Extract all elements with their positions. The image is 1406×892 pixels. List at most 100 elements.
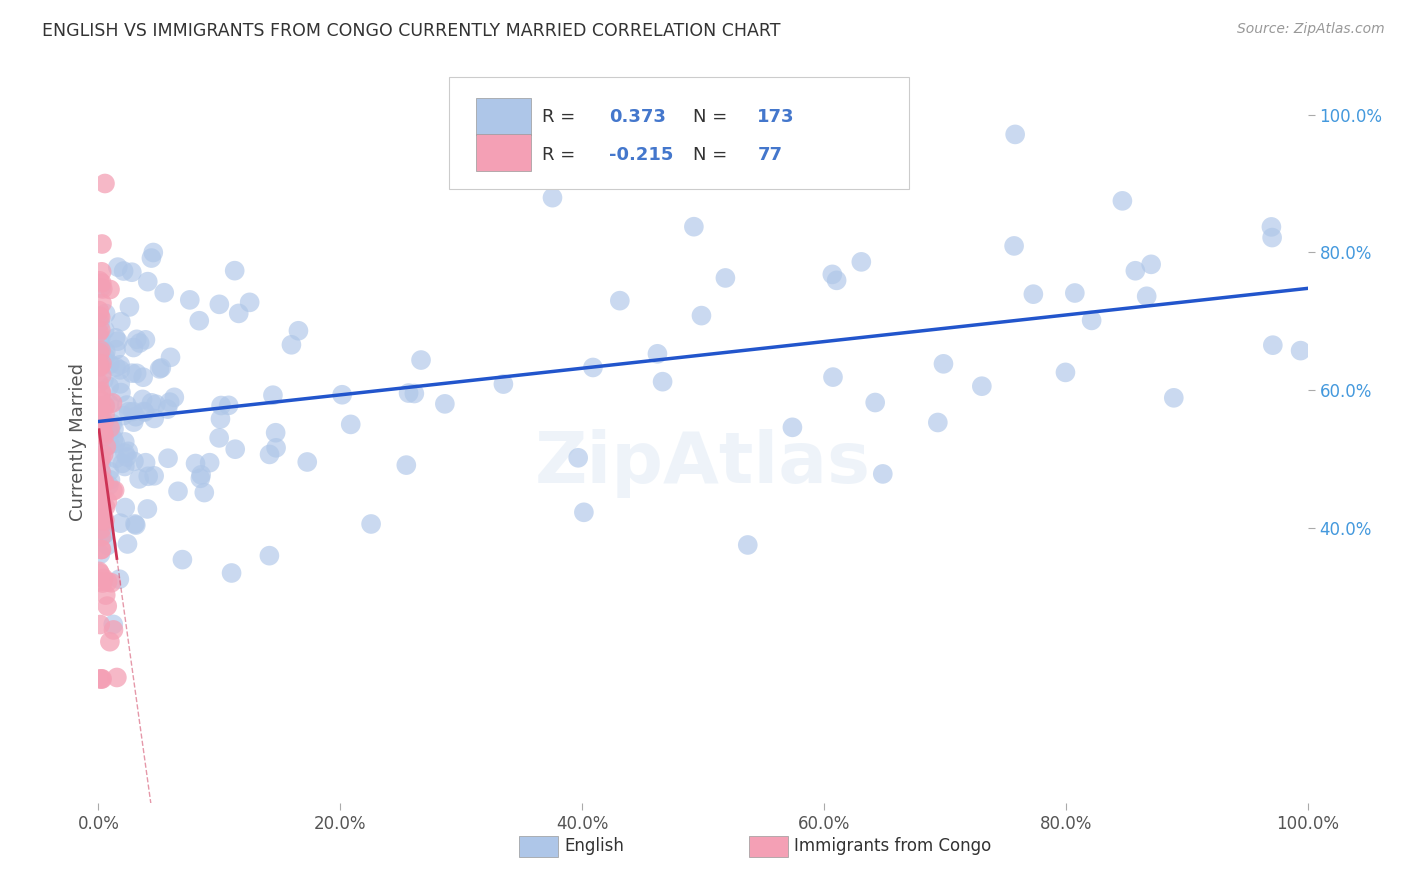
Point <box>609 293 631 308</box>
Point <box>125 332 148 346</box>
Point <box>93 571 115 585</box>
Point <box>91 425 114 440</box>
Point <box>90 384 112 399</box>
Point <box>87 491 110 506</box>
Point <box>339 417 361 432</box>
Point <box>93 514 115 528</box>
FancyBboxPatch shape <box>475 98 531 136</box>
Point <box>89 547 111 561</box>
Point <box>142 245 165 260</box>
Point <box>118 405 141 419</box>
Point <box>87 358 110 372</box>
Point <box>89 471 111 485</box>
Text: Source: ZipAtlas.com: Source: ZipAtlas.com <box>1237 22 1385 37</box>
Point <box>567 450 589 465</box>
Point <box>117 537 139 551</box>
Point <box>134 405 156 419</box>
Point <box>91 296 114 310</box>
Point <box>101 396 124 410</box>
Point <box>184 457 207 471</box>
Point <box>110 363 132 377</box>
Point <box>89 617 111 632</box>
Text: R =: R = <box>543 108 575 126</box>
Point <box>104 331 127 345</box>
Point <box>1261 230 1284 244</box>
Point <box>118 300 141 314</box>
Point <box>1140 257 1163 271</box>
Point <box>94 500 117 514</box>
Text: R =: R = <box>543 145 575 164</box>
Point <box>179 293 201 307</box>
Point <box>582 360 605 375</box>
Point <box>101 483 124 498</box>
FancyBboxPatch shape <box>749 836 787 857</box>
Point <box>1261 338 1284 352</box>
Point <box>122 454 145 468</box>
Point <box>209 399 232 413</box>
Point <box>87 359 110 374</box>
Point <box>114 446 136 460</box>
Point <box>89 421 111 435</box>
Point <box>91 576 114 591</box>
Point <box>224 442 246 457</box>
FancyBboxPatch shape <box>519 836 558 857</box>
Point <box>94 526 117 541</box>
Point <box>872 467 894 481</box>
Point <box>409 353 432 368</box>
Point <box>360 516 382 531</box>
Point <box>149 362 172 376</box>
Point <box>221 566 243 580</box>
Point <box>87 565 110 579</box>
Point <box>93 417 115 431</box>
Point <box>89 392 111 407</box>
Point <box>218 398 240 412</box>
Point <box>89 421 111 435</box>
Point <box>1125 264 1147 278</box>
Point <box>103 617 125 632</box>
Point <box>90 265 112 279</box>
Point <box>90 542 112 557</box>
Point <box>156 402 179 417</box>
Point <box>93 476 115 491</box>
Point <box>100 423 122 437</box>
Point <box>89 316 111 330</box>
Point <box>91 499 114 513</box>
Point <box>714 271 737 285</box>
Point <box>89 345 111 359</box>
FancyBboxPatch shape <box>449 77 908 189</box>
Point <box>107 334 129 348</box>
Point <box>572 505 595 519</box>
Point <box>108 572 131 586</box>
Point <box>188 314 211 328</box>
Point <box>94 408 117 422</box>
Point <box>264 441 287 455</box>
Point <box>90 399 112 413</box>
Point <box>90 474 112 488</box>
Point <box>90 332 112 346</box>
Point <box>98 379 121 393</box>
Point <box>190 471 212 485</box>
Point <box>98 634 121 648</box>
Point <box>89 274 111 288</box>
Point <box>863 395 886 409</box>
Point <box>114 434 136 449</box>
Point <box>239 295 262 310</box>
Point <box>264 425 287 440</box>
Text: -0.215: -0.215 <box>609 145 673 164</box>
Point <box>145 397 167 411</box>
Point <box>89 349 111 363</box>
Point <box>87 326 110 340</box>
Point <box>1022 287 1045 301</box>
Point <box>647 347 669 361</box>
Point <box>153 285 176 300</box>
Point <box>103 623 125 637</box>
Point <box>150 360 173 375</box>
Point <box>93 323 115 337</box>
Point <box>259 447 281 461</box>
Point <box>104 451 127 466</box>
Point <box>115 398 138 412</box>
Point <box>89 482 111 496</box>
Point <box>96 599 118 613</box>
Point <box>1002 239 1025 253</box>
Point <box>690 309 713 323</box>
